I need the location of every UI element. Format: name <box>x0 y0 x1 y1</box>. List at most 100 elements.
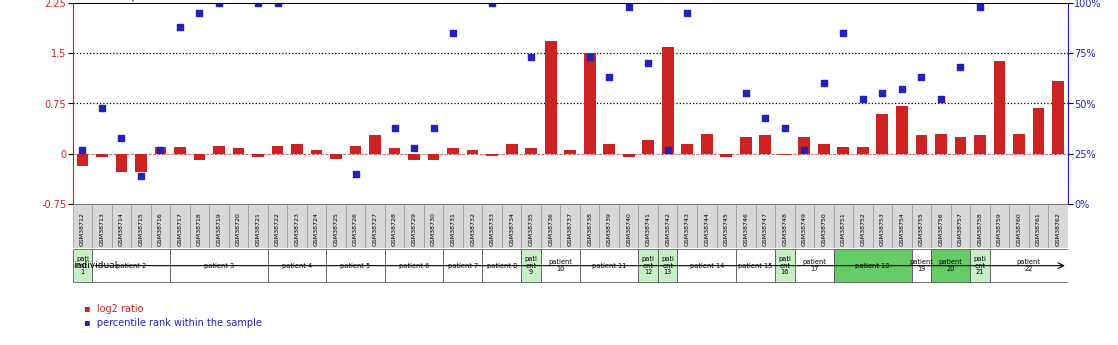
Bar <box>775 204 795 248</box>
Bar <box>389 148 400 154</box>
Bar <box>521 249 541 282</box>
Point <box>854 97 872 102</box>
Bar <box>229 204 248 248</box>
Text: GSM38754: GSM38754 <box>899 212 904 246</box>
Text: GSM38733: GSM38733 <box>490 212 494 246</box>
Text: individual: individual <box>73 261 117 270</box>
Text: GSM38743: GSM38743 <box>684 212 690 246</box>
Text: GSM38718: GSM38718 <box>197 213 202 246</box>
Bar <box>955 137 966 154</box>
Point <box>93 105 111 110</box>
Text: GSM38732: GSM38732 <box>471 212 475 246</box>
Bar <box>366 204 385 248</box>
Text: GSM38736: GSM38736 <box>548 212 553 246</box>
Point <box>659 147 676 152</box>
Bar <box>174 147 186 154</box>
Text: patient
20: patient 20 <box>939 259 963 272</box>
Point <box>951 65 969 70</box>
Bar <box>736 249 775 282</box>
Text: GSM38725: GSM38725 <box>333 212 339 246</box>
Text: patient
19: patient 19 <box>909 259 934 272</box>
Bar <box>193 154 206 160</box>
Point <box>737 91 755 96</box>
Bar <box>463 204 482 248</box>
Text: GSM38760: GSM38760 <box>1016 213 1022 246</box>
Text: patient
22: patient 22 <box>1016 259 1041 272</box>
Bar <box>544 41 557 154</box>
Text: ▪  percentile rank within the sample: ▪ percentile rank within the sample <box>84 318 262 328</box>
Text: GSM38756: GSM38756 <box>938 213 944 246</box>
Bar <box>190 204 209 248</box>
Text: GSM38724: GSM38724 <box>314 212 319 246</box>
Text: patient 14: patient 14 <box>690 263 724 269</box>
Bar <box>1049 204 1068 248</box>
Bar <box>170 204 190 248</box>
Text: GSM38721: GSM38721 <box>256 212 260 246</box>
Bar <box>1010 204 1029 248</box>
Text: ▪  log2 ratio: ▪ log2 ratio <box>84 304 143 314</box>
Bar <box>911 204 931 248</box>
Bar <box>931 249 970 282</box>
Point <box>580 55 598 60</box>
Bar <box>525 148 537 154</box>
Bar <box>486 154 498 156</box>
Bar <box>385 249 444 282</box>
Bar <box>974 135 986 154</box>
Text: patient 4: patient 4 <box>282 263 312 269</box>
Bar <box>584 53 596 154</box>
Text: GSM38753: GSM38753 <box>880 212 884 246</box>
Text: pati
ent
12: pati ent 12 <box>642 256 655 275</box>
Point <box>679 11 697 16</box>
Text: GSM38737: GSM38737 <box>568 212 572 246</box>
Point <box>815 81 833 86</box>
Bar <box>92 204 112 248</box>
Bar <box>717 204 736 248</box>
Text: GSM38761: GSM38761 <box>1036 213 1041 246</box>
Text: GSM38715: GSM38715 <box>139 213 143 246</box>
Text: GSM38758: GSM38758 <box>977 213 983 246</box>
Bar <box>638 249 659 282</box>
Text: GSM38730: GSM38730 <box>432 212 436 246</box>
Bar <box>268 249 326 282</box>
Text: pati
ent
21: pati ent 21 <box>974 256 986 275</box>
Bar <box>326 249 385 282</box>
Point <box>152 147 170 152</box>
Bar <box>697 204 717 248</box>
Bar <box>272 146 283 154</box>
Text: GSM38759: GSM38759 <box>997 212 1002 246</box>
Point <box>483 1 501 6</box>
Text: patient 6: patient 6 <box>399 263 429 269</box>
Point <box>405 145 423 150</box>
Bar <box>795 249 834 282</box>
Bar <box>73 249 92 282</box>
Bar <box>306 204 326 248</box>
Bar <box>872 204 892 248</box>
Text: patient 11: patient 11 <box>593 263 626 269</box>
Bar <box>76 154 88 166</box>
Point <box>776 125 794 130</box>
Text: patient 18: patient 18 <box>855 263 890 269</box>
Point <box>873 91 891 96</box>
Bar <box>643 140 654 154</box>
Bar <box>911 249 931 282</box>
Bar <box>1013 134 1025 154</box>
Bar <box>209 204 229 248</box>
Bar <box>541 249 580 282</box>
Bar <box>931 204 950 248</box>
Bar <box>405 204 424 248</box>
Bar <box>834 204 853 248</box>
Text: GSM38734: GSM38734 <box>509 212 514 246</box>
Bar <box>151 204 170 248</box>
Text: patient 8: patient 8 <box>486 263 517 269</box>
Point <box>74 147 92 152</box>
Bar <box>92 249 170 282</box>
Bar <box>853 204 872 248</box>
Text: GSM38752: GSM38752 <box>861 212 865 246</box>
Bar <box>604 144 615 154</box>
Bar <box>565 150 576 154</box>
Bar <box>521 204 541 248</box>
Bar <box>619 204 638 248</box>
Bar <box>424 204 444 248</box>
Bar <box>96 154 107 157</box>
Bar <box>877 114 888 154</box>
